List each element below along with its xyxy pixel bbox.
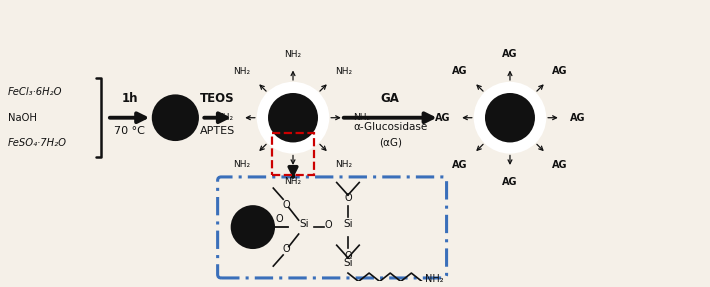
Text: NaOH: NaOH: [8, 113, 37, 123]
Text: NH₂: NH₂: [234, 67, 251, 76]
Text: FeSO₄·7H₂O: FeSO₄·7H₂O: [8, 139, 67, 148]
Text: GA: GA: [381, 92, 400, 105]
Circle shape: [269, 94, 317, 141]
Text: AG: AG: [452, 160, 468, 170]
Text: AG: AG: [570, 113, 585, 123]
Text: AG: AG: [452, 66, 468, 76]
Text: NH₂: NH₂: [285, 50, 302, 59]
Circle shape: [153, 96, 198, 140]
Text: NH₂: NH₂: [335, 160, 352, 168]
Text: O: O: [275, 214, 283, 224]
Text: FeCl₃·6H₂O: FeCl₃·6H₂O: [8, 87, 62, 97]
Text: NH₂: NH₂: [353, 113, 370, 122]
Text: Si: Si: [343, 219, 353, 229]
Text: APTES: APTES: [200, 127, 235, 136]
Text: NH₂: NH₂: [285, 177, 302, 186]
Text: NH₂: NH₂: [335, 67, 352, 76]
Text: NH₂: NH₂: [425, 274, 444, 284]
Text: O: O: [344, 251, 351, 261]
Text: (αG): (αG): [378, 137, 402, 148]
Text: 70 °C: 70 °C: [114, 127, 145, 136]
Text: Si: Si: [300, 219, 309, 229]
Text: NH₂: NH₂: [234, 160, 251, 168]
Text: α-Glucosidase: α-Glucosidase: [353, 122, 427, 132]
Circle shape: [486, 94, 534, 141]
Circle shape: [231, 206, 274, 248]
Bar: [272, 133, 314, 175]
Circle shape: [475, 83, 545, 153]
Text: NH₂: NH₂: [216, 113, 233, 122]
Text: O: O: [282, 200, 290, 210]
Text: AG: AG: [552, 160, 568, 170]
Text: AG: AG: [502, 177, 518, 187]
Text: O: O: [344, 193, 351, 203]
Text: TEOS: TEOS: [200, 92, 235, 105]
Circle shape: [258, 83, 328, 153]
Text: O: O: [324, 220, 332, 230]
Text: AG: AG: [435, 113, 450, 123]
Text: AG: AG: [502, 49, 518, 59]
Text: AG: AG: [552, 66, 568, 76]
Text: 1h: 1h: [121, 92, 138, 105]
Text: O: O: [282, 245, 290, 254]
Text: Si: Si: [343, 258, 353, 268]
